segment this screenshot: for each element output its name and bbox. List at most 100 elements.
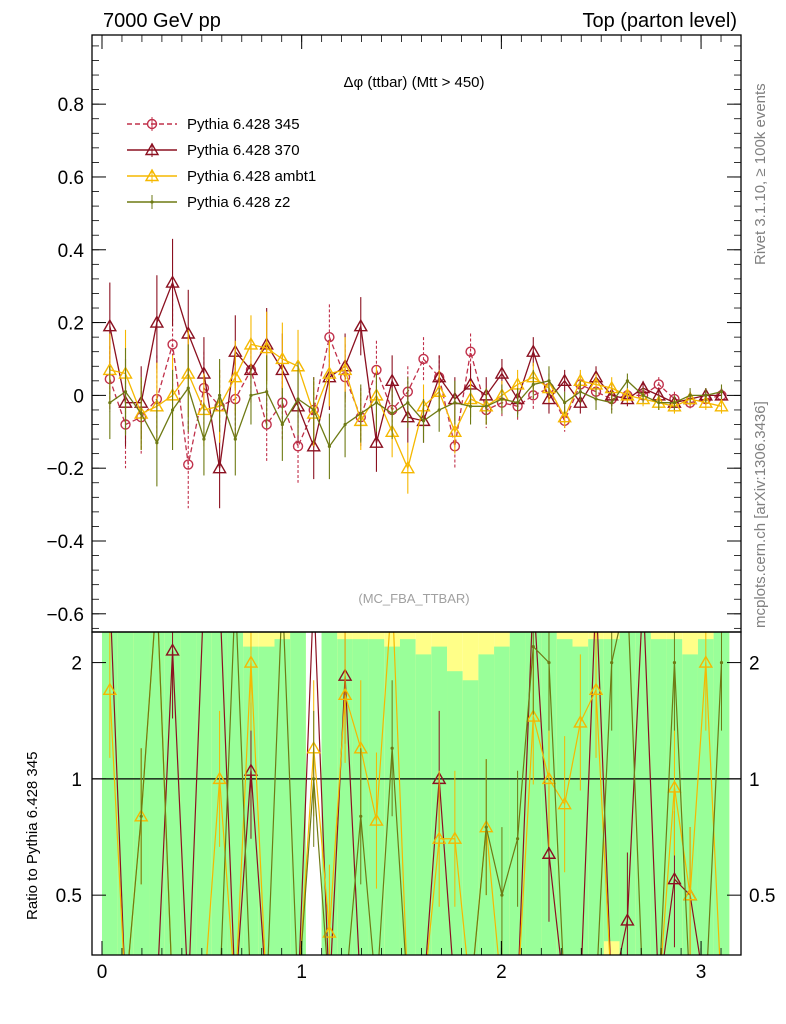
main-series-group — [102, 238, 729, 509]
band-green-bin — [274, 639, 291, 955]
band-green-bin — [180, 632, 197, 955]
band-green-bin — [149, 632, 165, 955]
band-green-bin — [525, 632, 542, 955]
main-point — [641, 393, 645, 397]
main-point — [218, 393, 222, 397]
main-point — [228, 369, 243, 383]
main-point — [531, 382, 535, 387]
ratio-point — [610, 660, 614, 665]
main-ytick-label: −0.2 — [46, 459, 84, 480]
legend-label-3: Pythia 6.428 z2 — [187, 194, 290, 211]
main-point — [688, 393, 692, 397]
main-ytick-label: 0 — [73, 386, 84, 407]
ratio-point — [337, 687, 353, 701]
main-point — [400, 460, 416, 474]
ratio-series-group — [102, 632, 724, 955]
main-point — [406, 401, 410, 405]
main-ytick-label: −0.4 — [46, 532, 84, 553]
main-point — [212, 460, 227, 474]
ratio-xtick-label: 0 — [97, 962, 108, 983]
main-point — [233, 437, 237, 441]
main-point — [563, 401, 567, 405]
rivet-label: Rivet 3.1.10, ≥ 100k events — [752, 83, 769, 265]
legend: Pythia 6.428 345 Pythia 6.428 370 Pythia 6… — [127, 116, 316, 211]
main-point — [108, 401, 112, 405]
band-green-bin — [619, 632, 636, 955]
main-point — [719, 390, 724, 394]
main-point — [541, 391, 557, 405]
ratio-point — [431, 831, 447, 844]
band-green-bin — [462, 680, 479, 955]
main-ytick-label: 0.4 — [58, 241, 85, 262]
band-green-bin — [337, 639, 353, 955]
ratio-ytick-label: 0.5 — [56, 886, 82, 907]
main-point — [516, 401, 520, 405]
main-point — [468, 404, 473, 408]
main-line-1 — [109, 280, 722, 469]
main-point — [672, 401, 677, 405]
band-green-bin — [164, 632, 181, 955]
main-point — [259, 340, 274, 354]
main-point — [625, 379, 629, 383]
main-series-0 — [104, 293, 727, 509]
main-point — [657, 401, 661, 405]
main-point — [369, 435, 384, 448]
main-point — [123, 390, 128, 394]
ratio-ytick-label-right: 2 — [749, 654, 760, 675]
main-series-2 — [102, 311, 729, 494]
band-green-bin — [588, 639, 604, 955]
ratio-point — [102, 682, 118, 696]
legend-marker-0 — [146, 118, 158, 130]
band-green-bin — [415, 654, 432, 955]
main-point — [312, 408, 316, 412]
main-point — [306, 438, 321, 452]
main-point — [139, 411, 143, 416]
main-point — [280, 422, 284, 427]
ratio-point — [667, 871, 682, 885]
ratio-point — [165, 643, 180, 656]
header-left: 7000 GeV pp — [103, 10, 221, 32]
main-series-3 — [108, 344, 724, 487]
main-point — [165, 275, 180, 288]
ratio-ytick-label: 2 — [71, 654, 82, 675]
main-ytick-label: 0.8 — [58, 95, 84, 116]
main-point — [327, 444, 331, 448]
legend-label-1: Pythia 6.428 370 — [187, 142, 300, 159]
ratio-xtick-label: 3 — [696, 962, 707, 983]
band-green-bin — [635, 632, 651, 955]
main-point — [149, 315, 165, 328]
ratio-xtick-label: 1 — [296, 962, 307, 983]
ratio-point — [541, 771, 557, 785]
band-green-bin — [603, 639, 620, 942]
ratio-point — [212, 771, 227, 785]
ratio-xtick-label: 2 — [496, 962, 507, 983]
ratio-point — [588, 682, 604, 696]
main-point — [594, 397, 598, 401]
main-point — [359, 411, 363, 416]
ratio-point — [390, 746, 394, 750]
main-ytick-label: 0.6 — [58, 168, 84, 189]
ratio-line-1 — [109, 632, 721, 955]
ratio-point — [322, 925, 337, 938]
main-point — [610, 401, 614, 405]
main-line-3 — [109, 379, 722, 448]
legend-label-0: Pythia 6.428 345 — [187, 116, 300, 133]
main-point — [202, 437, 206, 441]
ratio-point — [698, 655, 714, 668]
main-point — [682, 391, 698, 405]
main-point — [322, 366, 337, 379]
ratio-point — [447, 831, 463, 844]
header-right: Top (parton level) — [582, 10, 737, 32]
ratio-point — [557, 796, 572, 810]
main-point — [353, 318, 368, 332]
band-green-bin — [258, 646, 275, 955]
main-point — [275, 351, 290, 365]
main-point — [186, 386, 190, 390]
main-point — [155, 441, 159, 445]
main-point — [453, 401, 457, 405]
ratio-ytick-label-right: 1 — [749, 770, 760, 791]
band-green-bin — [650, 639, 667, 955]
ratio-point — [484, 825, 488, 829]
main-point — [465, 346, 476, 357]
